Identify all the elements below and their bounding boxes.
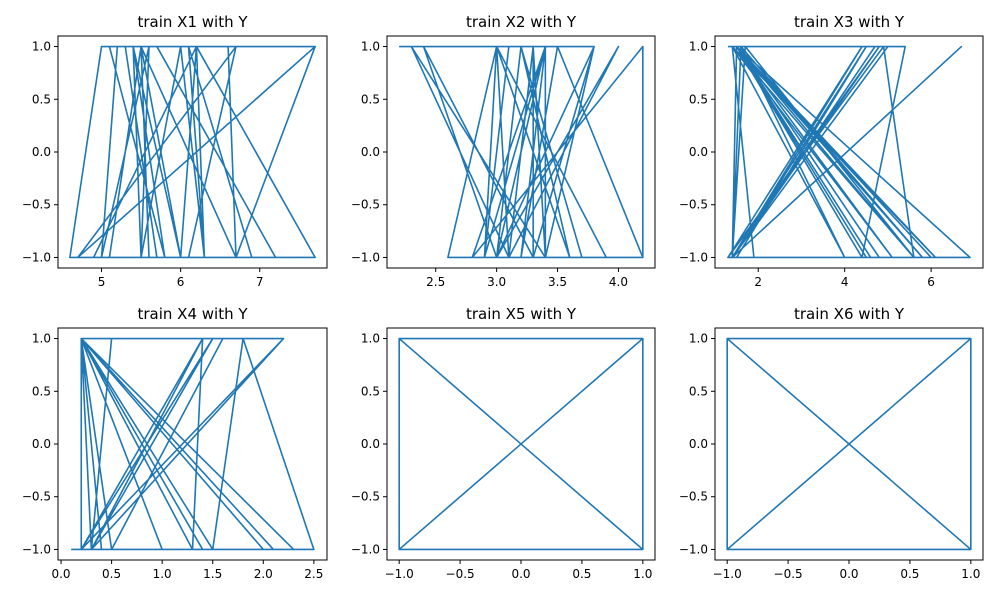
- subplot-5: train X5 with Y −1.0 −0.5 0.0 0.5 1.0 1.0 0.5 0.…: [351, 305, 656, 581]
- x-tick-label: 2.5: [426, 275, 445, 289]
- x-tick-label: 0.5: [102, 567, 121, 581]
- x-tick-label: 1.0: [961, 567, 980, 581]
- x-tick-label: 1.0: [633, 567, 652, 581]
- x-tick-label: −1.0: [385, 567, 414, 581]
- subplot-6: train X6 with Y −1.0 −0.5 0.0 0.5 1.0 1.0 0.5 0.…: [679, 305, 984, 581]
- series-line: [398, 337, 644, 551]
- subplot-4: train X4 with Y 0.0 0.5 1.0 1.5 2.0 2.5 1.0 0.5 0…: [22, 305, 328, 581]
- y-tick-label: −1.0: [351, 250, 380, 264]
- y-tick-label: 1.0: [32, 332, 51, 346]
- series-line: [399, 45, 644, 259]
- subplot-title: train X3 with Y: [794, 13, 905, 31]
- x-tick-label: 0.5: [572, 567, 591, 581]
- y-tick-label: 0.0: [32, 145, 51, 159]
- y-tick-label: −0.5: [679, 198, 708, 212]
- x-tick-label: 6: [927, 275, 935, 289]
- x-tick-label: 0.5: [900, 567, 919, 581]
- subplot-3: train X3 with Y 2 4 6 1.0 0.5 0.0 −0.5 −1.0: [679, 13, 984, 289]
- x-tick-label: 6: [177, 275, 185, 289]
- y-tick-label: −1.0: [22, 542, 51, 556]
- x-tick-label: 4: [841, 275, 849, 289]
- subplot-title: train X5 with Y: [466, 305, 577, 323]
- y-tick-label: 0.0: [689, 145, 708, 159]
- x-tick-label: 3.5: [548, 275, 567, 289]
- y-tick-label: 1.0: [689, 40, 708, 54]
- x-tick-label: 2.0: [254, 567, 273, 581]
- y-tick-label: 1.0: [689, 332, 708, 346]
- subplot-1: train X1 with Y 5 6 7 1.0 0.5 0.0 −0.5 −1.0: [22, 13, 328, 289]
- y-tick-label: 1.0: [32, 40, 51, 54]
- subplot-title: train X2 with Y: [466, 13, 577, 31]
- x-tick-label: 0.0: [51, 567, 70, 581]
- x-tick-label: 1.0: [153, 567, 172, 581]
- y-tick-label: −0.5: [22, 490, 51, 504]
- x-tick-label: 4.0: [609, 275, 628, 289]
- x-tick-label: 2: [754, 275, 762, 289]
- x-tick-label: −0.5: [446, 567, 475, 581]
- y-tick-label: 0.5: [32, 384, 51, 398]
- x-tick-label: 7: [256, 275, 264, 289]
- series-line: [727, 45, 971, 259]
- y-tick-label: 0.5: [361, 384, 380, 398]
- y-tick-label: −1.0: [679, 542, 708, 556]
- y-tick-label: −0.5: [679, 490, 708, 504]
- subplot-title: train X6 with Y: [794, 305, 905, 323]
- y-tick-label: 0.0: [32, 437, 51, 451]
- subplot-title: train X1 with Y: [137, 13, 248, 31]
- x-tick-label: 0.0: [511, 567, 530, 581]
- y-tick-label: 0.5: [689, 92, 708, 106]
- series-line: [71, 337, 315, 551]
- subplot-title: train X4 with Y: [137, 305, 248, 323]
- y-tick-label: 0.0: [689, 437, 708, 451]
- x-tick-label: −1.0: [713, 567, 742, 581]
- y-tick-label: 0.0: [361, 437, 380, 451]
- y-tick-label: −1.0: [351, 542, 380, 556]
- x-tick-label: 0.0: [839, 567, 858, 581]
- y-tick-label: 0.5: [32, 92, 51, 106]
- y-tick-label: −1.0: [22, 250, 51, 264]
- series-line: [726, 337, 972, 551]
- x-tick-label: 3.0: [487, 275, 506, 289]
- y-tick-label: 0.0: [361, 145, 380, 159]
- x-tick-label: −0.5: [774, 567, 803, 581]
- y-tick-label: 1.0: [361, 40, 380, 54]
- y-tick-label: −1.0: [679, 250, 708, 264]
- y-tick-label: −0.5: [351, 198, 380, 212]
- subplot-2: train X2 with Y 2.5 3.0 3.5 4.0 1.0 0.5 0.0 −0.5…: [351, 13, 656, 289]
- series-line: [69, 45, 316, 259]
- y-tick-label: 0.5: [689, 384, 708, 398]
- x-tick-label: 1.5: [203, 567, 222, 581]
- x-tick-label: 2.5: [304, 567, 323, 581]
- x-tick-label: 5: [98, 275, 106, 289]
- y-tick-label: −0.5: [351, 490, 380, 504]
- y-tick-label: 0.5: [361, 92, 380, 106]
- y-tick-label: −0.5: [22, 198, 51, 212]
- y-tick-label: 1.0: [361, 332, 380, 346]
